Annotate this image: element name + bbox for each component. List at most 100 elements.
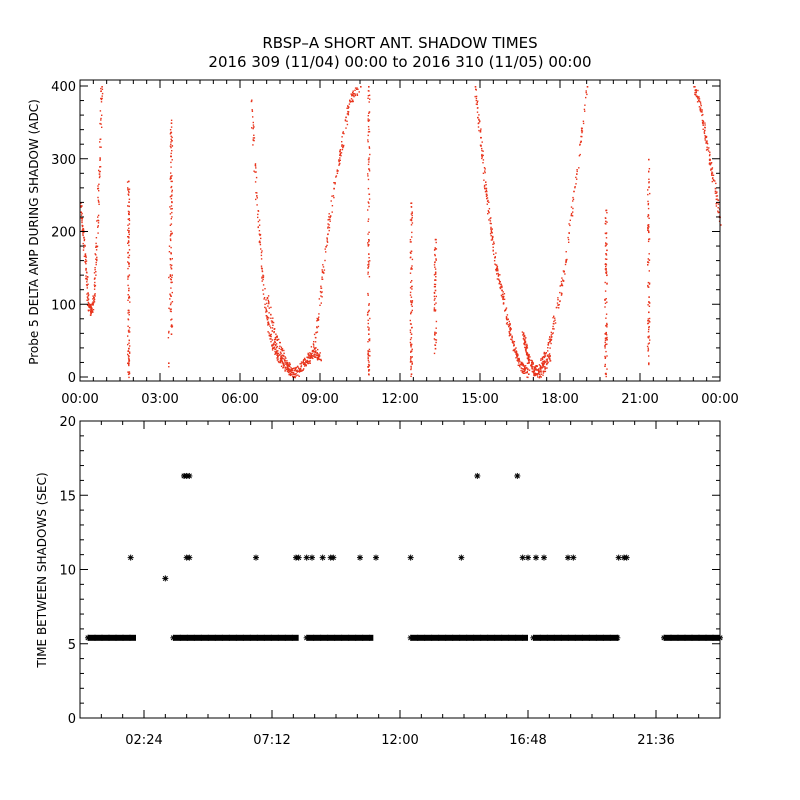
top-point [648,283,651,285]
top-point [526,367,528,369]
top-point [94,285,96,288]
top-point [313,346,315,348]
top-point [310,354,312,356]
top-point [97,214,100,217]
top-point [605,265,607,268]
top-point [554,319,556,321]
top-point [287,369,290,372]
top-point [478,119,480,121]
top-point [526,362,529,364]
top-point [367,271,369,273]
top-point [409,239,412,241]
top-point [547,361,549,363]
top-point [519,360,521,362]
top-point [647,189,649,191]
top-point [435,295,437,298]
top-point [714,190,717,193]
top-point [167,337,170,339]
top-point [567,238,570,241]
top-point [542,365,544,367]
top-point [410,219,413,222]
top-point [293,375,295,377]
top-point [328,224,330,226]
top-point [81,217,84,219]
top-point [527,359,530,362]
top-point [251,127,253,129]
top-point [433,310,435,312]
top-point [92,311,94,313]
top-point [531,367,533,369]
top-point [367,310,370,313]
top-point [321,296,323,298]
top-point [340,152,343,154]
top-point [704,139,706,141]
top-point [341,141,343,143]
top-point [279,341,281,344]
top-point [273,346,276,348]
top-point [409,219,412,221]
top-point [368,231,370,233]
top-point [101,92,104,95]
top-point [524,372,526,374]
top-point [170,172,172,174]
top-point [410,213,413,215]
top-point [434,273,437,275]
top-point [411,212,413,214]
top-point [261,250,263,252]
top-point [648,182,650,184]
top-point [368,168,371,170]
top-point [86,276,89,278]
top-point [368,112,370,114]
top-point [648,342,650,344]
top-point [368,244,370,246]
top-point [99,166,102,168]
top-point [127,261,129,263]
top-point [368,253,370,255]
top-point [540,369,542,371]
top-point [699,110,702,112]
top-point [277,360,280,363]
top-point [514,348,516,350]
top-point [311,355,313,357]
top-point [170,252,172,254]
top-point [368,327,370,329]
top-point [260,258,263,260]
outlier-point [519,554,526,561]
top-point [533,370,535,373]
top-point [411,288,413,290]
top-point [302,369,304,371]
baseline-point [675,634,681,641]
top-point [305,360,307,362]
outlier-point [319,554,326,561]
top-point [270,341,272,343]
top-point [517,357,519,360]
top-point [352,99,354,101]
top-point [531,365,533,367]
baseline-point [282,634,289,641]
top-point [127,267,129,270]
top-point [95,271,97,273]
top-point [410,285,413,288]
top-series-7 [366,86,371,376]
top-point [604,333,606,335]
top-point [171,232,173,234]
top-point [367,90,370,92]
top-point [309,362,311,364]
top-point [711,174,713,176]
top-point [94,253,96,255]
top-point [523,365,525,367]
top-point [368,264,370,266]
top-point [647,264,649,266]
top-point [171,216,173,218]
baseline-point [261,634,268,641]
baseline-point [537,634,544,641]
top-point [95,261,97,264]
top-point [88,303,90,305]
top-point [606,324,608,326]
top-point [101,97,103,100]
top-point [647,227,649,229]
top-point [483,167,486,169]
top-point [169,133,172,135]
top-point [570,212,573,215]
top-point [486,200,489,203]
